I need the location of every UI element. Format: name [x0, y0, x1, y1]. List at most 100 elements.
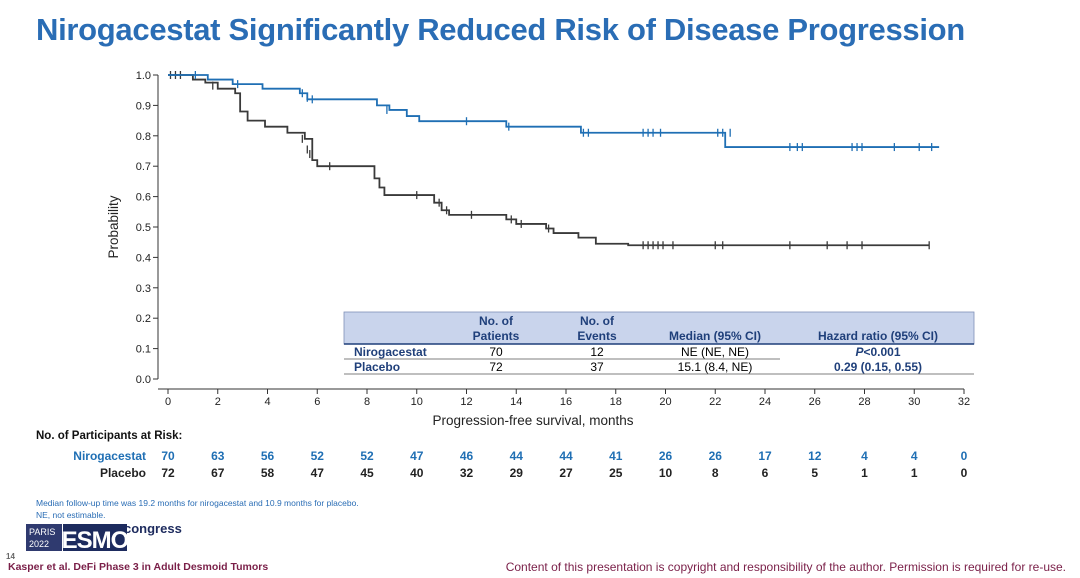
hazard-ratio-value: 0.29 (0.15, 0.55)	[834, 360, 922, 374]
footnote-ne: NE, not estimable.	[36, 510, 106, 520]
copyright-notice: Content of this presentation is copyrigh…	[505, 560, 1066, 574]
y-tick-label: 0.1	[136, 344, 151, 356]
y-tick-label: 1.0	[136, 70, 151, 82]
at-risk-heading: No. of Participants at Risk:	[36, 430, 183, 442]
survival-curves	[168, 71, 940, 250]
y-tick-label: 0.9	[136, 100, 151, 112]
at-risk-count: 26	[708, 449, 722, 463]
y-tick-label: 0.0	[136, 374, 151, 386]
at-risk-count: 25	[609, 466, 623, 480]
x-tick-label: 18	[610, 396, 622, 408]
logo-suffix: congress	[124, 521, 182, 536]
at-risk-count: 47	[410, 449, 424, 463]
at-risk-count: 8	[711, 466, 719, 480]
logo-brand: ESMO	[62, 527, 129, 553]
x-tick-label: 20	[659, 396, 671, 408]
chart-axes: 0.00.10.20.30.40.50.60.70.80.91.00 2 4 6 8 10…	[106, 70, 970, 428]
at-risk-count: 52	[360, 449, 374, 463]
at-risk-count: 5	[811, 466, 819, 480]
y-tick-label: 0.2	[136, 313, 151, 325]
at-risk-count: 26	[658, 449, 673, 463]
at-risk-count: 72	[161, 466, 175, 480]
x-tick-label: 32	[958, 396, 970, 408]
y-tick-label: 0.4	[136, 252, 151, 264]
summary-header-patients-1: No. of	[479, 314, 514, 328]
summary-table: No. of Patients No. of Events Median (95…	[343, 311, 975, 375]
y-tick-label: 0.5	[136, 222, 151, 234]
x-tick-label: 0	[165, 396, 171, 408]
summary-row-placebo-patients: 72	[489, 360, 503, 374]
y-tick-label: 0.8	[136, 131, 151, 143]
summary-row-placebo-label: Placebo	[354, 360, 400, 374]
at-risk-count: 44	[509, 449, 523, 463]
summary-header-hazard: Hazard ratio (95% CI)	[818, 329, 938, 343]
y-tick-label: 0.7	[136, 161, 151, 173]
at-risk-count: 12	[808, 449, 822, 463]
at-risk-count: 4	[861, 449, 868, 463]
x-tick-label: 10	[411, 396, 423, 408]
at-risk-count: 0	[960, 449, 968, 463]
summary-header-events-1: No. of	[580, 314, 615, 328]
summary-header-events-2: Events	[577, 329, 617, 343]
at-risk-count: 1	[910, 466, 918, 480]
x-tick-label: 4	[264, 396, 270, 408]
y-tick-label: 0.3	[136, 283, 151, 295]
at-risk-count: 70	[161, 449, 175, 463]
x-axis-label: Progression-free survival, months	[432, 413, 633, 428]
esmo-congress-logo: PARIS 2022 ESMO congress	[26, 521, 182, 553]
x-tick-label: 12	[460, 396, 472, 408]
at-risk-count: 32	[459, 466, 474, 480]
x-tick-label: 30	[908, 396, 920, 408]
x-tick-label: 24	[759, 396, 771, 408]
summary-row-nirogacestat-patients: 70	[489, 345, 503, 359]
at-risk-count: 44	[559, 449, 573, 463]
x-tick-label: 26	[809, 396, 821, 408]
x-tick-label: 28	[858, 396, 870, 408]
summary-header-patients-2: Patients	[473, 329, 520, 343]
x-tick-label: 2	[215, 396, 221, 408]
placebo-curve	[168, 74, 930, 247]
p-value: P<0.001	[855, 345, 900, 359]
at-risk-count: 29	[509, 466, 523, 480]
x-tick-label: 8	[364, 396, 370, 408]
x-tick-label: 16	[560, 396, 572, 408]
at-risk-count: 47	[310, 466, 324, 480]
at-risk-count: 17	[758, 449, 772, 463]
footnote-followup: Median follow-up time was 19.2 months fo…	[36, 498, 359, 508]
at-risk-count: 0	[960, 466, 968, 480]
summary-header-median: Median (95% CI)	[669, 329, 761, 343]
kaplan-meier-chart: 0.00.10.20.30.40.50.60.70.80.91.00 2 4 6 8 10…	[106, 70, 975, 428]
slide-title: Nirogacestat Significantly Reduced Risk …	[36, 12, 965, 47]
at-risk-count: 45	[360, 466, 374, 480]
logo-year: 2022	[29, 539, 49, 549]
summary-row-nirogacestat-events: 12	[590, 345, 604, 359]
logo-city: PARIS	[29, 527, 55, 537]
summary-row-nirogacestat-label: Nirogacestat	[354, 345, 427, 359]
at-risk-count: 63	[211, 449, 225, 463]
at-risk-count: 6	[761, 466, 769, 480]
x-tick-label: 6	[314, 396, 320, 408]
at-risk-count: 67	[211, 466, 225, 480]
y-axis-label: Probability	[106, 195, 121, 258]
reference-text: Kasper et al. DeFi Phase 3 in Adult Desm…	[8, 561, 269, 573]
at-risk-count: 56	[260, 449, 275, 463]
x-tick-label: 22	[709, 396, 721, 408]
summary-row-placebo-median: 15.1 (8.4, NE)	[678, 360, 753, 374]
at-risk-count: 10	[658, 466, 673, 480]
summary-row-placebo-events: 37	[590, 360, 604, 374]
x-tick-label: 14	[510, 396, 522, 408]
nirogacestat-curve	[168, 74, 940, 148]
at-risk-label-placebo: Placebo	[99, 466, 146, 480]
summary-row-nirogacestat-median: NE (NE, NE)	[681, 345, 749, 359]
at-risk-count: 40	[410, 466, 424, 480]
at-risk-count: 1	[861, 466, 868, 480]
at-risk-count: 27	[559, 466, 573, 480]
summary-header-bg	[343, 311, 975, 345]
at-risk-count: 41	[609, 449, 623, 463]
at-risk-label-nirogacestat: Nirogacestat	[73, 449, 146, 463]
slide-number: 14	[6, 552, 15, 561]
at-risk-count: 52	[310, 449, 324, 463]
at-risk-count: 4	[910, 449, 918, 463]
at-risk-count: 58	[260, 466, 275, 480]
y-tick-label: 0.6	[136, 192, 151, 204]
